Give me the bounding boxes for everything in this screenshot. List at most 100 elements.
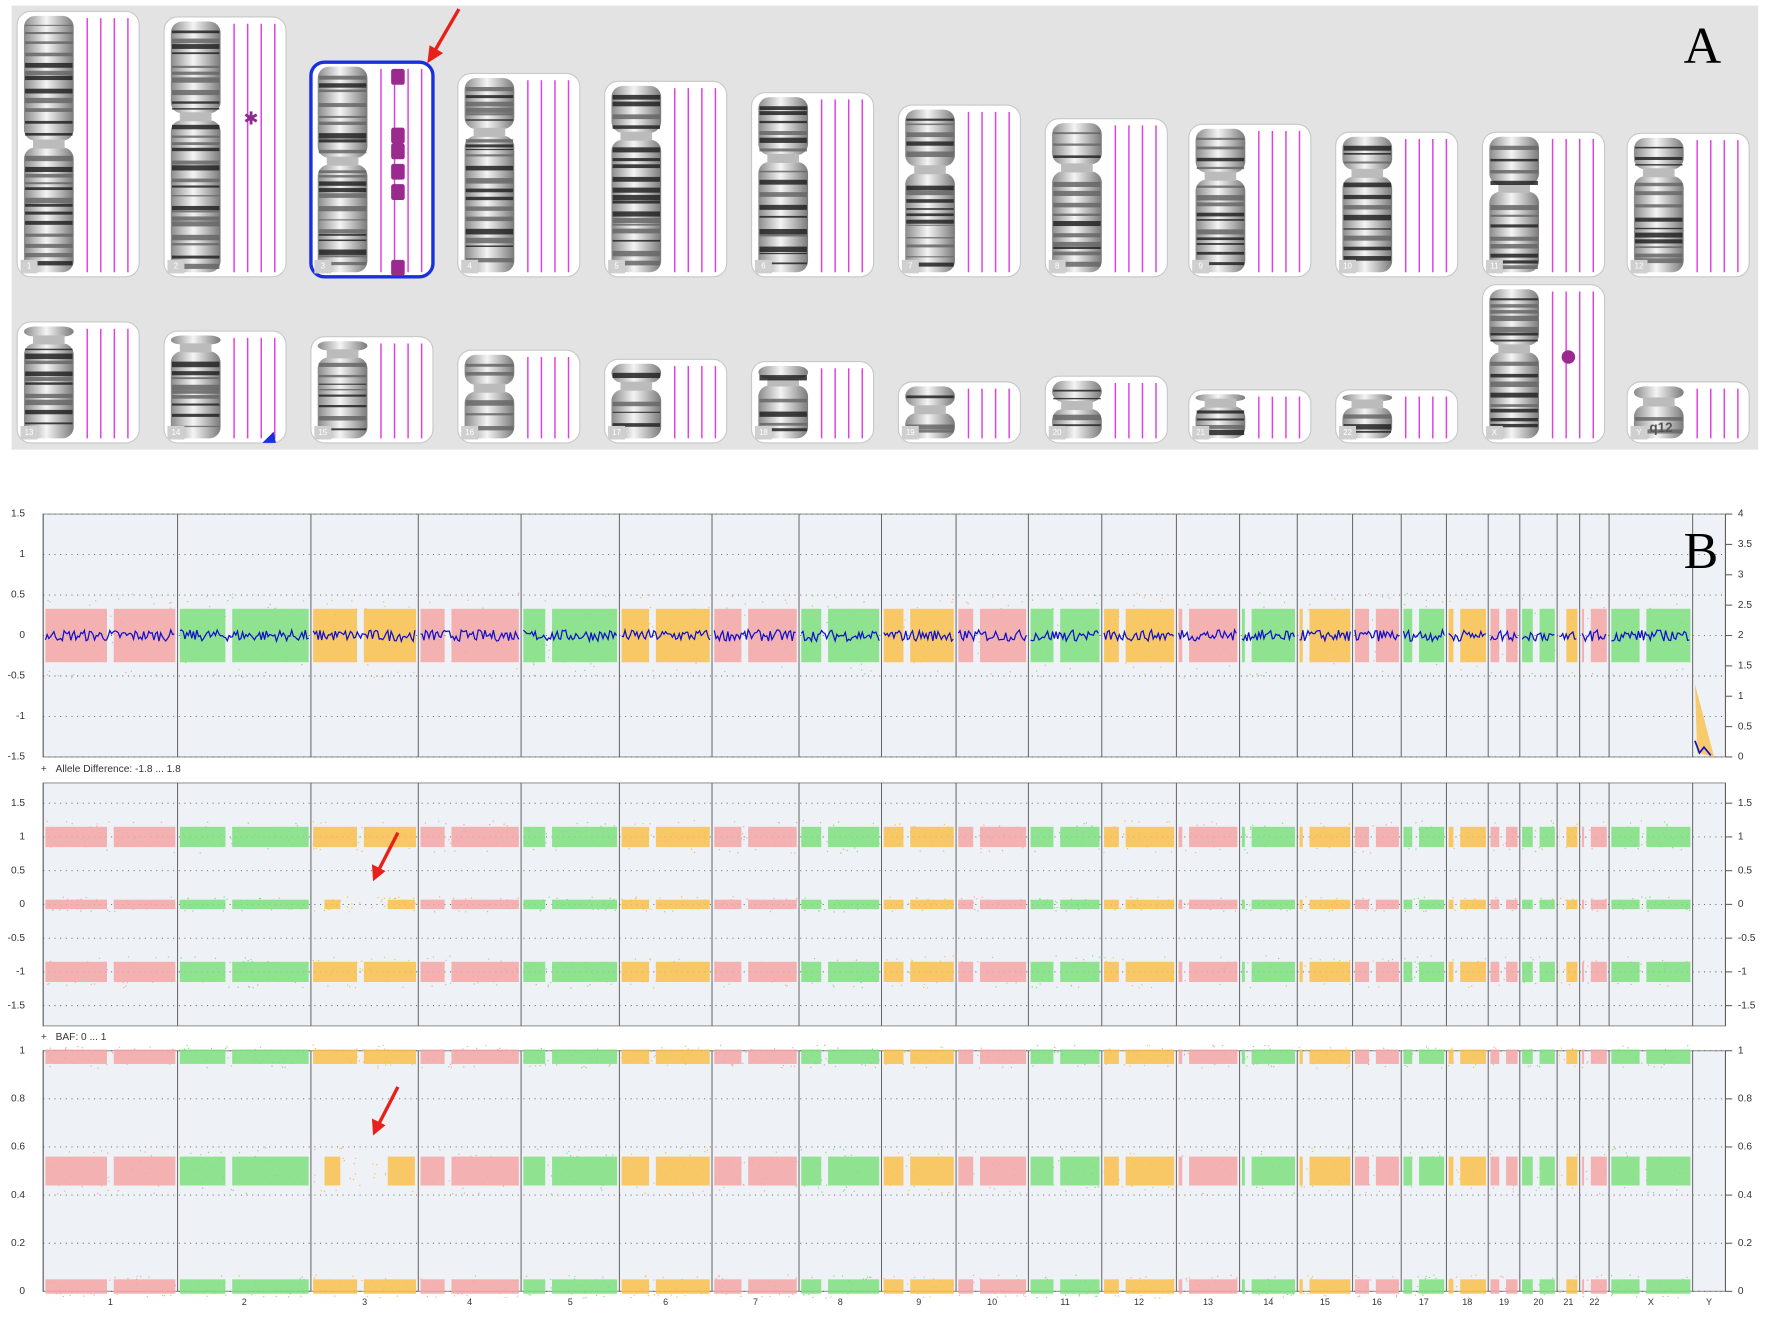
band [171, 101, 220, 104]
outlier [111, 641, 114, 644]
outlier [774, 831, 776, 834]
outlier [547, 1164, 549, 1166]
outlier [179, 632, 181, 635]
outlier [1256, 970, 1259, 972]
outlier [247, 960, 249, 962]
outlier [579, 1167, 582, 1169]
outlier [149, 901, 151, 904]
copy-number-line [800, 629, 880, 644]
outlier [594, 674, 597, 677]
outlier [1159, 976, 1161, 978]
cloud [420, 826, 445, 848]
outlier [192, 1169, 194, 1171]
outlier [1085, 972, 1088, 974]
outlier [316, 1281, 319, 1284]
outlier [1245, 908, 1247, 911]
outlier [134, 837, 137, 839]
outlier [470, 1155, 472, 1158]
outlier [825, 1297, 827, 1299]
cloud [621, 1049, 650, 1064]
outlier [686, 1053, 688, 1055]
outlier [918, 1290, 920, 1292]
outlier [1299, 1284, 1301, 1287]
x-tick-label: 1 [108, 1297, 113, 1307]
outlier [1629, 1274, 1631, 1276]
outlier [469, 1053, 471, 1055]
outlier [571, 961, 573, 964]
outlier [505, 1296, 507, 1299]
outlier [989, 840, 992, 842]
outlier [206, 1066, 208, 1069]
arrow-head [371, 1118, 386, 1136]
outlier [151, 1168, 153, 1170]
outlier [1529, 1065, 1532, 1067]
outlier [737, 839, 740, 842]
outlier [276, 900, 278, 902]
outlier [1273, 1066, 1275, 1068]
outlier [210, 1179, 212, 1182]
band [612, 228, 661, 234]
outlier [504, 1288, 506, 1291]
outlier [687, 838, 689, 841]
outlier [795, 897, 798, 900]
outlier [871, 1061, 873, 1064]
outlier [1627, 1047, 1629, 1049]
band [1196, 262, 1245, 266]
outlier [1415, 966, 1418, 968]
outlier [1202, 1192, 1204, 1195]
outlier [647, 1158, 649, 1160]
outlier [283, 1049, 286, 1052]
outlier [495, 978, 498, 980]
outlier [1032, 1065, 1034, 1067]
outlier [1020, 967, 1022, 969]
outlier [161, 1281, 164, 1283]
outlier [813, 957, 816, 960]
outlier [1343, 964, 1345, 966]
outlier [1391, 958, 1394, 961]
outlier [811, 982, 813, 984]
outlier [421, 659, 423, 662]
outlier [448, 1065, 450, 1068]
outlier [1339, 1181, 1341, 1184]
outlier [1043, 1052, 1045, 1055]
outlier [1512, 1188, 1514, 1190]
cloud [1506, 1049, 1518, 1064]
outlier [1466, 639, 1469, 641]
outlier [1586, 1062, 1588, 1064]
outlier [1204, 1289, 1206, 1291]
outlier [528, 827, 530, 830]
outlier [220, 619, 222, 621]
cloud [621, 1279, 650, 1294]
outlier [1167, 1065, 1169, 1067]
outlier [1478, 1150, 1480, 1152]
outlier [217, 1283, 219, 1285]
outlier [1180, 969, 1182, 971]
outlier [642, 908, 644, 910]
outlier [278, 1161, 281, 1163]
cloud [1309, 1279, 1351, 1294]
centromere [179, 343, 212, 353]
outlier [1134, 906, 1136, 909]
band [318, 416, 367, 421]
outlier [1502, 1276, 1504, 1278]
centromere [1498, 344, 1530, 354]
band [465, 371, 514, 376]
outlier [269, 603, 271, 606]
outlier [629, 983, 632, 985]
outlier [1365, 1191, 1367, 1194]
cloud [748, 961, 797, 983]
x-tick-label: 2 [242, 1297, 247, 1307]
outlier [1246, 852, 1248, 854]
outlier [212, 1165, 214, 1168]
outlier [50, 846, 52, 848]
outlier [118, 598, 120, 600]
outlier [1309, 603, 1311, 606]
outlier [843, 911, 845, 913]
cloud [1299, 961, 1303, 983]
outlier [1061, 598, 1063, 600]
cloud [1419, 961, 1445, 983]
outlier [275, 833, 277, 835]
cloud [1354, 1156, 1370, 1186]
outlier [534, 965, 536, 968]
outlier [769, 910, 772, 913]
